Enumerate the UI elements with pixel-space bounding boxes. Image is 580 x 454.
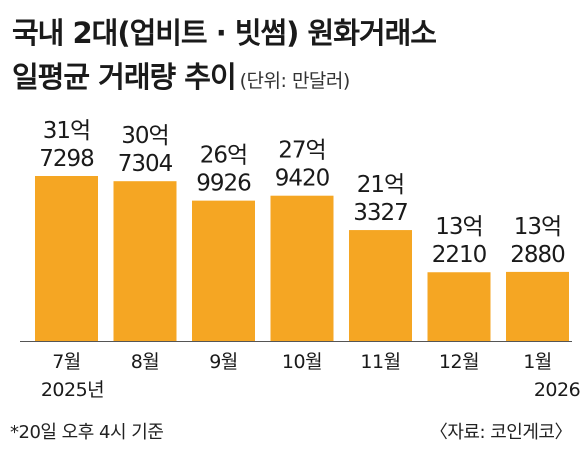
value-label-top-5: 21억: [357, 172, 404, 198]
value-label-top-6: 13억: [435, 214, 482, 240]
category-label-7: 1월: [523, 351, 552, 373]
category-label-4: 10월: [282, 351, 322, 373]
chart-title-line2: 일평균 거래량 추이 (단위: 만달러): [12, 54, 350, 96]
value-label-bottom-3: 9926: [196, 171, 251, 197]
bar-4: [270, 195, 334, 341]
year-label-1: 2025년: [41, 379, 104, 401]
value-label-top-1: 31억: [43, 118, 90, 144]
bar-6: [427, 272, 491, 341]
category-label-6: 12월: [439, 351, 479, 373]
value-label-bottom-6: 2210: [432, 242, 487, 268]
category-label-2: 8월: [131, 351, 160, 373]
value-label-top-7: 13억: [514, 214, 561, 240]
value-label-bottom-7: 2880: [510, 242, 565, 268]
value-label-bottom-5: 3327: [353, 200, 408, 226]
unit-label: (단위: 만달러): [239, 70, 351, 92]
value-label-bottom-1: 7298: [39, 146, 94, 172]
bar-1: [35, 176, 98, 341]
chart-title-text: 일평균 거래량 추이: [12, 60, 237, 94]
bar-2: [113, 181, 177, 341]
bar-3: [192, 200, 255, 341]
bar-5: [349, 230, 412, 341]
chart-title-line1: 국내 2대(업비트 · 빗썸) 원화거래소: [12, 16, 437, 50]
source-label: 〈자료: 코인게코〉: [429, 422, 573, 443]
category-label-3: 9월: [209, 351, 238, 373]
value-label-top-2: 30억: [121, 123, 168, 149]
category-label-1: 7월: [52, 351, 81, 373]
value-label-bottom-2: 7304: [118, 151, 173, 177]
bar-7: [506, 271, 569, 341]
value-label-bottom-4: 9420: [275, 166, 330, 192]
value-label-top-4: 27억: [278, 138, 325, 164]
year-label-7: 2026년: [534, 379, 580, 401]
value-label-top-3: 26억: [200, 143, 247, 169]
footnote: *20일 오후 4시 기준: [10, 422, 164, 443]
category-label-5: 11월: [360, 351, 400, 373]
